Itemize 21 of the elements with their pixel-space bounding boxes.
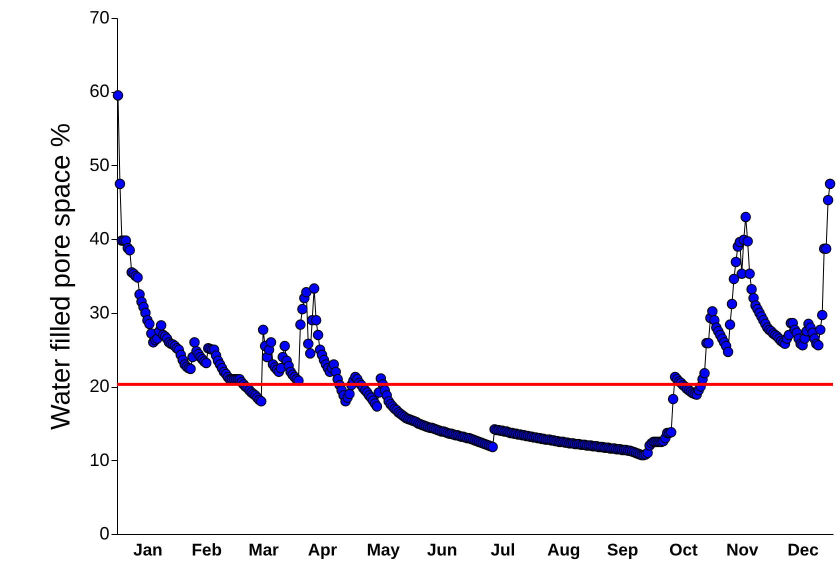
y-axis-title: Water filled pore space % xyxy=(45,123,76,430)
x-tick-label: Sep xyxy=(607,540,638,560)
x-tick-label: Oct xyxy=(669,540,698,560)
y-tick-label: 10 xyxy=(89,450,110,470)
y-tick-label: 0 xyxy=(99,524,110,544)
y-tick-label: 50 xyxy=(89,154,110,175)
x-tick-label: Nov xyxy=(726,540,759,560)
x-tick-label: Jul xyxy=(490,540,516,560)
x-tick-label: Mar xyxy=(248,540,280,560)
x-tick-label: Apr xyxy=(308,540,338,560)
y-tick-label: 60 xyxy=(89,81,110,102)
y-tick-label: 40 xyxy=(89,228,110,249)
x-tick-label: Jun xyxy=(427,540,458,560)
x-tick-label: Feb xyxy=(192,540,222,560)
y-tick-label: 70 xyxy=(89,8,110,28)
y-tick-label: 30 xyxy=(89,302,110,322)
x-tick-label: Aug xyxy=(547,540,580,560)
x-tick-label: Jan xyxy=(133,540,163,560)
y-tick-label: 20 xyxy=(89,376,110,396)
x-tick-label: May xyxy=(366,540,400,560)
x-tick-label: Dec xyxy=(788,540,819,560)
